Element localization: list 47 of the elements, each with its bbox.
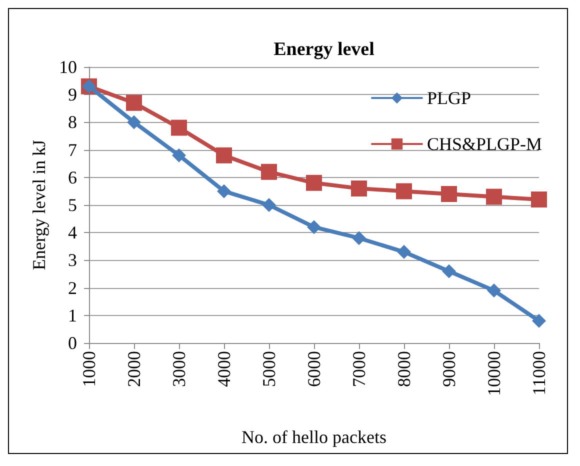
legend-label: CHS&PLGP-M (426, 134, 542, 154)
x-tick-label: 9000 (439, 351, 459, 387)
x-tick-label: 4000 (214, 351, 234, 387)
x-tick-label: 10000 (484, 351, 504, 396)
point (171, 120, 187, 136)
x-tick-label: 1000 (79, 351, 99, 387)
point (217, 184, 231, 198)
point (307, 220, 321, 234)
point (487, 284, 501, 298)
x-tick-label: 7000 (349, 351, 369, 387)
point (441, 186, 457, 202)
point (442, 264, 456, 278)
y-tick-label: 3 (68, 250, 77, 270)
y-tick-label: 6 (68, 167, 77, 188)
point (127, 115, 141, 130)
point (261, 164, 277, 180)
y-tick-label: 5 (68, 195, 77, 215)
y-tick-label: 10 (59, 57, 77, 77)
x-tick-label: 2000 (124, 351, 144, 387)
point (531, 191, 547, 208)
point (486, 188, 502, 205)
point (396, 183, 412, 200)
point (216, 147, 232, 164)
y-tick-label: 4 (68, 222, 77, 243)
point (172, 148, 186, 162)
y-tick-label: 9 (68, 84, 77, 105)
point (352, 231, 366, 246)
y-tick-label: 0 (68, 333, 77, 353)
point (532, 314, 546, 328)
x-tick-label: 11000 (529, 351, 549, 396)
x-tick-label: 6000 (304, 351, 324, 387)
legend-label: PLGP (426, 88, 471, 108)
x-axis-title: No. of hello packets (242, 427, 386, 447)
y-tick-label: 1 (68, 305, 77, 326)
point (351, 180, 367, 196)
chart-title: Energy level (274, 39, 374, 60)
point (306, 174, 322, 191)
y-tick-label: 2 (68, 278, 77, 298)
x-tick-label: 5000 (259, 351, 279, 387)
x-tick-label: 3000 (169, 351, 189, 387)
y-tick-label: 8 (68, 112, 77, 132)
y-tick-label: 7 (68, 140, 77, 160)
point (262, 198, 276, 212)
x-tick-label: 8000 (394, 351, 414, 387)
point (126, 94, 142, 111)
y-axis-title: Energy level in kJ (29, 140, 50, 270)
point (397, 244, 411, 259)
